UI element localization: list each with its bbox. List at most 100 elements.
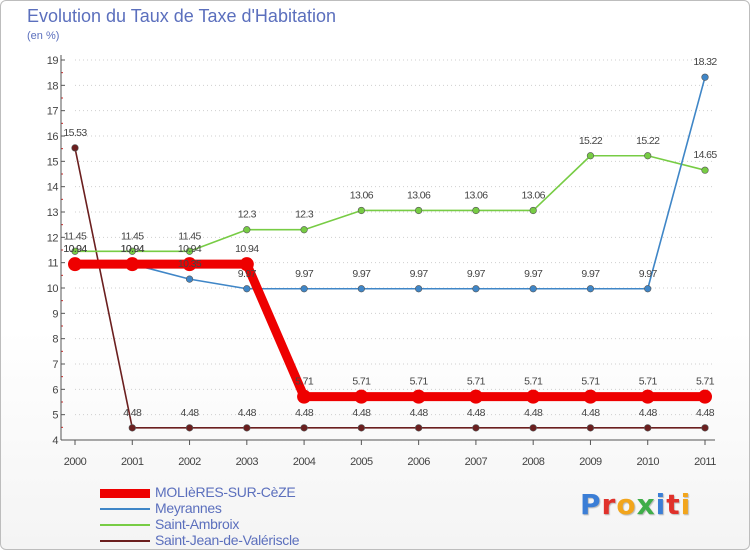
data-label: 9.97 <box>581 268 600 280</box>
data-label: 4.48 <box>352 407 371 419</box>
series-line-0 <box>70 259 710 402</box>
data-point <box>701 73 709 81</box>
data-label: 10.94 <box>121 243 145 255</box>
data-label: 4.48 <box>467 407 486 419</box>
data-label: 4.48 <box>238 407 257 419</box>
logo-letter: P <box>580 488 602 521</box>
data-label: 13.06 <box>407 189 431 201</box>
x-tick-label: 2011 <box>694 456 716 468</box>
y-tick-label: 4 <box>52 435 58 447</box>
data-label: 10.94 <box>63 243 87 255</box>
data-point <box>185 247 194 255</box>
data-point <box>472 285 480 293</box>
data-point <box>644 285 652 293</box>
data-point <box>185 275 194 283</box>
data-label: 13.06 <box>464 189 488 201</box>
data-point <box>586 152 595 160</box>
data-point <box>357 285 365 293</box>
data-label: 4.48 <box>410 407 429 419</box>
y-tick-label: 7 <box>52 359 58 371</box>
data-point <box>583 389 598 404</box>
x-tick-label: 2001 <box>121 456 144 468</box>
data-point <box>300 285 308 293</box>
data-label: 11.45 <box>178 230 201 242</box>
series-line-2 <box>74 154 706 253</box>
series-line-1 <box>74 76 706 290</box>
data-point <box>243 285 251 293</box>
data-point <box>415 424 423 432</box>
legend-swatch <box>100 540 150 542</box>
y-tick-label: 18 <box>47 80 59 92</box>
data-point <box>472 206 480 215</box>
data-label: 15.53 <box>63 127 87 139</box>
data-label: 12.3 <box>295 209 314 221</box>
x-tick-label: 2006 <box>407 456 430 468</box>
data-label: 15.22 <box>579 135 603 147</box>
y-tick-label: 9 <box>52 308 58 320</box>
y-tick-label: 12 <box>47 232 59 244</box>
data-label: 4.48 <box>696 407 715 419</box>
data-point <box>640 389 655 404</box>
data-label: 9.97 <box>467 268 486 280</box>
data-point <box>472 424 480 432</box>
data-label: 5.71 <box>524 376 543 388</box>
data-label: 18.32 <box>693 56 717 68</box>
chart-subtitle: (en %) <box>27 30 60 42</box>
data-point <box>243 424 251 432</box>
data-label: 4.48 <box>295 407 314 419</box>
x-tick-label: 2005 <box>350 456 373 468</box>
data-point <box>415 285 423 293</box>
data-point <box>300 424 308 432</box>
legend-label: Meyrannes <box>155 500 222 516</box>
data-point <box>529 424 537 432</box>
data-label: 4.48 <box>581 407 600 419</box>
data-label: 9.97 <box>238 268 257 280</box>
legend-label: MOLIèRES-SUR-CèZE <box>155 484 296 500</box>
data-label: 13.06 <box>350 189 374 201</box>
data-point <box>586 424 595 432</box>
y-tick-label: 13 <box>47 207 59 219</box>
y-tick-label: 17 <box>47 106 59 118</box>
x-tick-label: 2009 <box>579 456 602 468</box>
data-label: 9.97 <box>639 268 658 280</box>
data-point <box>529 285 537 293</box>
data-label: 5.71 <box>696 376 715 388</box>
y-tick-label: 19 <box>47 55 59 67</box>
data-label: 10.94 <box>121 243 145 255</box>
data-point <box>297 389 312 404</box>
data-point <box>71 144 79 152</box>
proxiti-logo: Proxiti <box>580 488 691 521</box>
data-point <box>411 389 426 404</box>
data-point <box>354 389 369 404</box>
data-label: 12.3 <box>238 209 257 221</box>
y-tick-label: 5 <box>52 410 58 422</box>
x-tick-label: 2002 <box>178 456 201 468</box>
data-label: 9.97 <box>410 268 429 280</box>
data-label: 14.65 <box>693 149 717 161</box>
data-label: 5.71 <box>639 376 658 388</box>
data-label: 10.94 <box>63 243 87 255</box>
data-point <box>182 257 197 272</box>
legend-swatch <box>100 524 150 526</box>
logo-letter: i <box>655 488 667 521</box>
data-label: 5.71 <box>410 376 429 388</box>
y-tick-label: 8 <box>52 334 58 346</box>
data-label: 4.48 <box>524 407 543 419</box>
data-point <box>644 152 652 160</box>
data-label: 15.22 <box>636 135 660 147</box>
data-label: 9.97 <box>352 268 371 280</box>
x-tick-label: 2008 <box>522 456 545 468</box>
data-label: 10.94 <box>235 243 259 255</box>
data-label: 13.06 <box>522 189 546 201</box>
x-tick-label: 2000 <box>64 456 87 468</box>
data-point <box>71 247 79 255</box>
data-label: 10.35 <box>178 258 202 270</box>
y-tick-label: 16 <box>47 131 59 143</box>
data-label: 5.71 <box>295 376 314 388</box>
data-label: 9.97 <box>295 268 314 280</box>
legend-swatch <box>100 508 150 510</box>
x-tick-label: 2007 <box>465 456 488 468</box>
data-point <box>698 389 712 404</box>
x-tick-label: 2004 <box>293 456 316 468</box>
